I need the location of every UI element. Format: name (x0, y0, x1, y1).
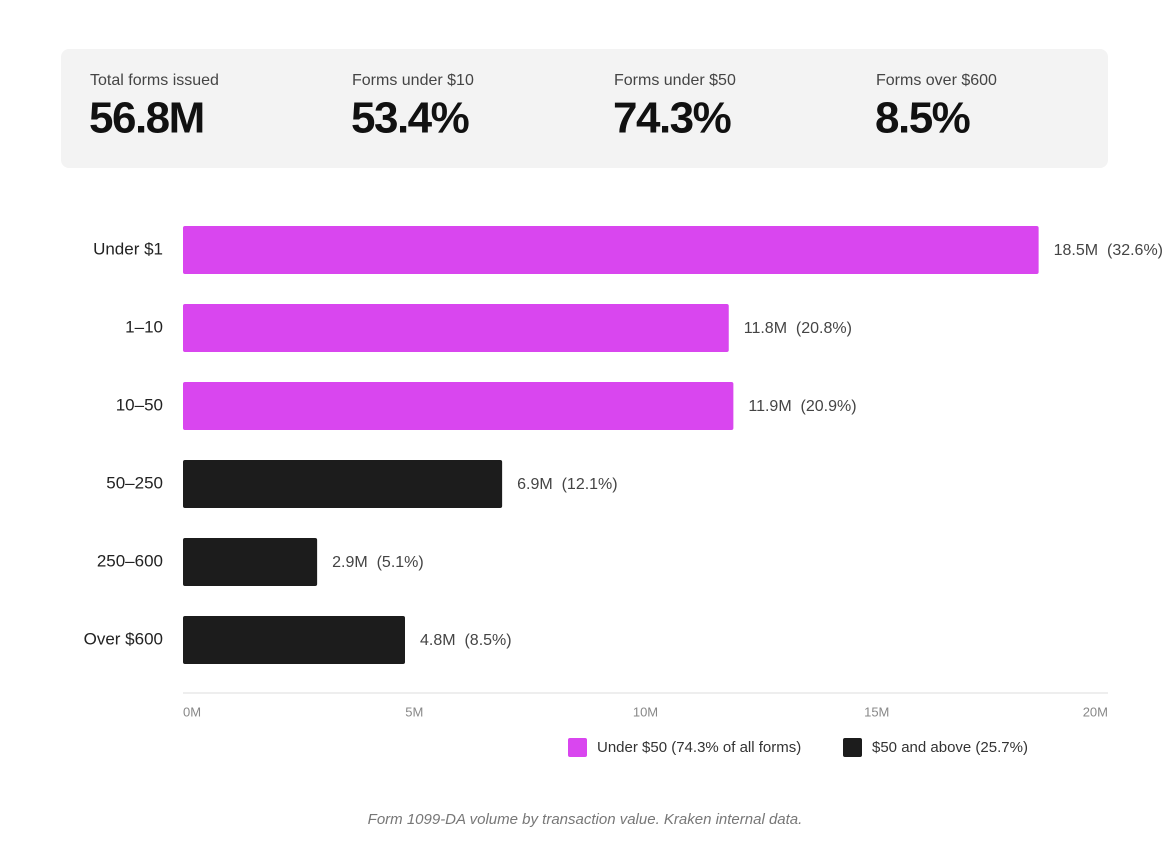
caption: Form 1099-DA volume by transaction value… (368, 811, 803, 828)
value-label: 11.8M (20.8%) (744, 320, 852, 337)
stat-label: Forms under $10 (352, 72, 474, 89)
stat-value: 8.5% (875, 94, 970, 143)
y-tick-label: 250–600 (97, 551, 163, 570)
x-tick-label: 15M (864, 704, 889, 719)
stat-value: 74.3% (613, 94, 731, 143)
x-tick-label: 0M (183, 704, 201, 719)
x-tick-label: 20M (1083, 704, 1108, 719)
stat-label: Forms under $50 (614, 72, 736, 89)
stat-value: 56.8M (89, 94, 204, 143)
value-label: 2.9M (5.1%) (332, 554, 424, 571)
y-tick-label: 10–50 (116, 395, 163, 414)
x-tick-label: 5M (405, 704, 423, 719)
stat-label: Forms over $600 (876, 72, 997, 89)
legend-label: Under $50 (74.3% of all forms) (597, 739, 801, 756)
x-tick-label: 10M (633, 704, 658, 719)
value-label: 11.9M (20.9%) (748, 398, 856, 415)
value-label: 4.8M (8.5%) (420, 632, 512, 649)
stat-value: 53.4% (351, 94, 469, 143)
bar (183, 460, 503, 508)
stat-label: Total forms issued (90, 72, 219, 89)
bar (183, 304, 729, 352)
value-label: 6.9M (12.1%) (517, 476, 617, 493)
legend-swatch (843, 738, 862, 757)
y-tick-label: Under $1 (93, 239, 163, 258)
bar (183, 538, 318, 586)
legend-label: $50 and above (25.7%) (872, 739, 1028, 756)
y-tick-label: Over $600 (84, 629, 163, 648)
bar (183, 616, 405, 664)
bar (183, 226, 1039, 274)
stats-card (61, 49, 1108, 168)
bar (183, 382, 734, 430)
y-tick-label: 50–250 (106, 473, 163, 492)
value-label: 18.5M (32.6%) (1054, 242, 1163, 259)
y-tick-label: 1–10 (125, 317, 163, 336)
legend-swatch (568, 738, 587, 757)
